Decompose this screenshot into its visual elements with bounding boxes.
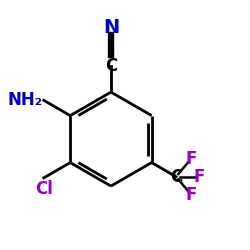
Text: C: C (170, 168, 182, 186)
Text: N: N (103, 18, 119, 37)
Text: NH₂: NH₂ (8, 91, 43, 109)
Text: Cl: Cl (35, 180, 53, 198)
Text: F: F (194, 168, 205, 186)
Text: F: F (186, 150, 197, 168)
Text: F: F (186, 186, 197, 204)
Text: C: C (105, 57, 117, 75)
